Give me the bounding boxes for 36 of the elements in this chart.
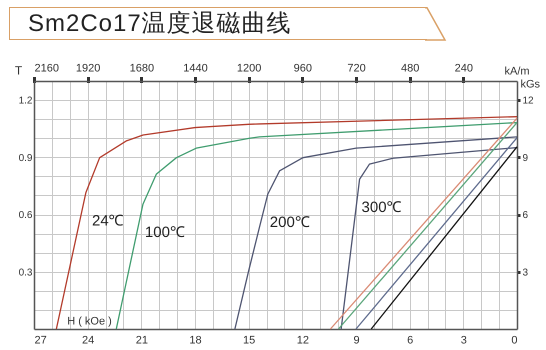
x2-tick-label: 720	[347, 62, 366, 74]
x2-tick-label: 960	[294, 62, 312, 74]
chart-title: Sm2Co17温度退磁曲线	[9, 7, 427, 40]
y-tick-label: 0.9	[18, 152, 33, 164]
x-tick-label: 0	[511, 334, 518, 346]
annotation: 200℃	[270, 214, 310, 232]
y2-tick-label: 9	[522, 152, 528, 164]
x2-tick-label: 2160	[34, 62, 59, 74]
x2-tick-label: 1680	[130, 62, 154, 74]
x2-tick-label: 1200	[236, 62, 262, 74]
y-axis-title: T	[14, 64, 23, 78]
x-tick-label: 21	[136, 334, 148, 346]
x2-tick-label: 1440	[183, 62, 208, 74]
x-tick-label: 15	[243, 334, 256, 346]
x-tick-label: 12	[296, 334, 309, 346]
x-tick-label: 24	[82, 334, 94, 346]
x-tick-label: 6	[407, 334, 414, 346]
y2-tick-label: 6	[522, 210, 528, 222]
y2-tick-label: 12	[522, 96, 534, 107]
y-tick-label: 1.2	[18, 96, 33, 107]
y-tick-label: 0.6	[18, 210, 33, 222]
annotation: 100℃	[144, 224, 185, 242]
x-tick-label: 3	[460, 334, 467, 346]
x2-tick-label: 1920	[76, 62, 100, 74]
x-axis-title: H ( kOe )	[67, 316, 112, 328]
y2-axis-title: kGs	[520, 78, 541, 90]
annotation: 300℃	[362, 199, 402, 216]
x-tick-label: 27	[34, 334, 47, 346]
x-tick-label: 18	[189, 334, 202, 346]
x2-tick-label: 240	[454, 62, 474, 74]
y2-tick-label: 3	[522, 267, 528, 278]
x2-axis-title: kA/m	[504, 66, 530, 78]
x2-tick-label: 480	[400, 62, 420, 74]
x-tick-label: 9	[353, 334, 360, 346]
annotation: 24℃	[92, 212, 124, 230]
y-tick-label: 0.3	[18, 267, 33, 278]
